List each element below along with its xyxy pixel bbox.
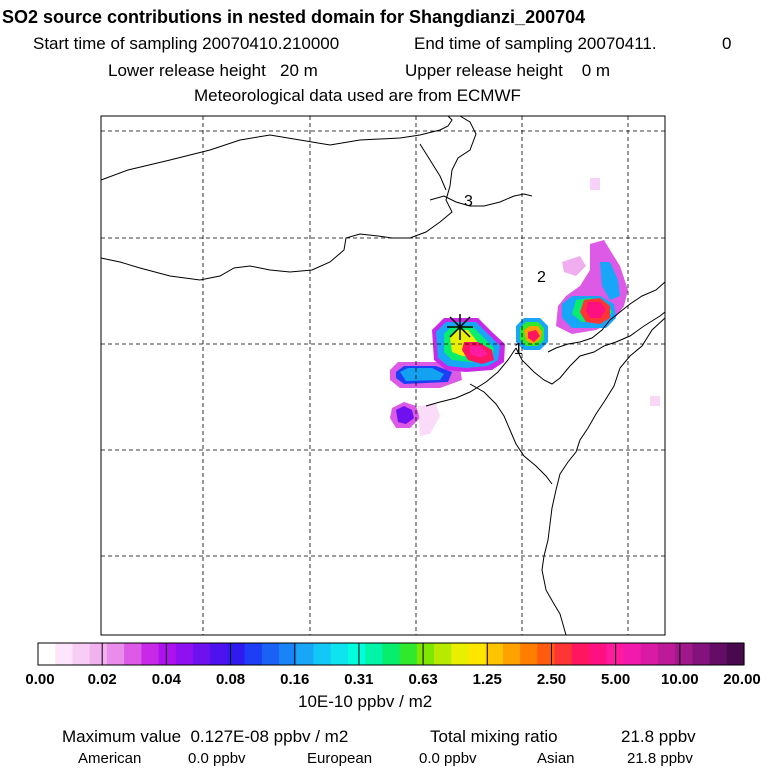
colorbar-swatch bbox=[175, 643, 194, 665]
colorbar-swatch bbox=[537, 643, 556, 665]
total-mixing-value: 21.8 ppbv bbox=[621, 727, 696, 746]
european-value: 0.0 ppbv bbox=[419, 750, 477, 767]
colorbar-swatch bbox=[38, 643, 56, 665]
colorbar-swatch bbox=[89, 643, 108, 665]
colorbar-swatch bbox=[399, 643, 418, 665]
colorbar-swatch bbox=[434, 643, 452, 665]
colorbar-tick-label: 1.25 bbox=[473, 671, 502, 688]
colorbar-swatch bbox=[313, 643, 332, 665]
region-label-3: 3 bbox=[464, 193, 473, 210]
colorbar-swatch bbox=[210, 643, 229, 665]
max-value-label: Maximum value 0.127E-08 ppbv / m2 bbox=[62, 727, 349, 746]
colorbar-swatch bbox=[124, 643, 142, 665]
american-label: American bbox=[78, 750, 142, 767]
colorbar-swatch bbox=[279, 643, 297, 665]
colorbar-swatch bbox=[485, 643, 504, 665]
map-gridlines bbox=[101, 116, 665, 635]
map-frame bbox=[100, 115, 666, 636]
end-time-value: 0 bbox=[722, 34, 732, 53]
end-time-label: End time of sampling 20070411. bbox=[414, 34, 657, 53]
colorbar-swatch bbox=[520, 643, 538, 665]
colorbar-swatch bbox=[709, 643, 728, 665]
chart-title: SO2 source contributions in nested domai… bbox=[2, 7, 586, 27]
colorbar-swatch bbox=[675, 643, 693, 665]
met-data-label: Meteorological data used are from ECMWF bbox=[194, 86, 521, 105]
asian-label: Asian bbox=[537, 750, 575, 767]
colorbar-swatch bbox=[365, 643, 383, 665]
colorbar-tick-label: 0.08 bbox=[216, 671, 245, 688]
colorbar-swatch bbox=[589, 643, 607, 665]
colorbar bbox=[38, 643, 745, 665]
colorbar-swatch bbox=[244, 643, 263, 665]
plume-west bbox=[390, 362, 462, 388]
plume-southwest bbox=[390, 396, 660, 436]
colorbar-swatch bbox=[657, 643, 676, 665]
colorbar-swatch bbox=[502, 643, 521, 665]
plume-center bbox=[516, 318, 548, 350]
colorbar-tick-labels: 0.00 0.02 0.04 0.08 0.16 0.31 0.63 1.25 2.50 5.00… bbox=[25, 643, 761, 688]
upper-release-label: Upper release height 0 m bbox=[405, 61, 611, 80]
colorbar-swatch bbox=[640, 643, 659, 665]
colorbar-tick-label: 0.02 bbox=[88, 671, 117, 688]
colorbar-tick-label: 10.00 bbox=[661, 671, 699, 688]
colorbar-unit-label: 10E-10 ppbv / m2 bbox=[298, 692, 433, 711]
colorbar-swatch bbox=[692, 643, 711, 665]
region-label-2: 2 bbox=[537, 269, 546, 286]
lower-release-label: Lower release height 20 m bbox=[108, 61, 318, 80]
colorbar-swatch bbox=[296, 643, 315, 665]
colorbar-swatch bbox=[106, 643, 125, 665]
colorbar-tick-label: 0.04 bbox=[152, 671, 182, 688]
asian-value: 21.8 ppbv bbox=[627, 750, 693, 767]
plume-east bbox=[556, 178, 628, 334]
plume-main bbox=[432, 318, 505, 372]
colorbar-tick-label: 20.00 bbox=[723, 671, 761, 688]
region-label-1: 1 bbox=[514, 341, 523, 358]
colorbar-tick-label: 0.00 bbox=[25, 671, 54, 688]
start-time-label: Start time of sampling 20070410.210000 bbox=[33, 34, 340, 53]
colorbar-swatch bbox=[141, 643, 160, 665]
colorbar-tick-label: 0.16 bbox=[280, 671, 309, 688]
american-value: 0.0 ppbv bbox=[188, 750, 246, 767]
european-label: European bbox=[307, 750, 373, 767]
colorbar-swatch bbox=[227, 643, 246, 665]
receptor-marker bbox=[447, 314, 473, 340]
colorbar-swatch bbox=[416, 643, 435, 665]
colorbar-swatch bbox=[330, 643, 349, 665]
colorbar-swatch bbox=[55, 643, 74, 665]
colorbar-swatch bbox=[571, 643, 590, 665]
map-coastlines bbox=[100, 115, 666, 636]
concentration-field bbox=[390, 178, 660, 436]
colorbar-swatch bbox=[382, 643, 401, 665]
colorbar-swatch bbox=[451, 643, 470, 665]
colorbar-swatch bbox=[192, 643, 211, 665]
colorbar-swatch bbox=[726, 643, 745, 665]
colorbar-tick-label: 0.63 bbox=[408, 671, 437, 688]
colorbar-swatch bbox=[261, 643, 280, 665]
colorbar-swatch bbox=[554, 643, 573, 665]
total-mixing-label: Total mixing ratio bbox=[430, 727, 558, 746]
colorbar-tick-label: 0.31 bbox=[344, 671, 373, 688]
colorbar-swatch bbox=[623, 643, 642, 665]
colorbar-swatch bbox=[468, 643, 487, 665]
colorbar-swatch bbox=[72, 643, 91, 665]
colorbar-tick-label: 5.00 bbox=[601, 671, 630, 688]
colorbar-swatch bbox=[158, 643, 177, 665]
colorbar-swatch bbox=[347, 643, 366, 665]
colorbar-tick-label: 2.50 bbox=[537, 671, 566, 688]
